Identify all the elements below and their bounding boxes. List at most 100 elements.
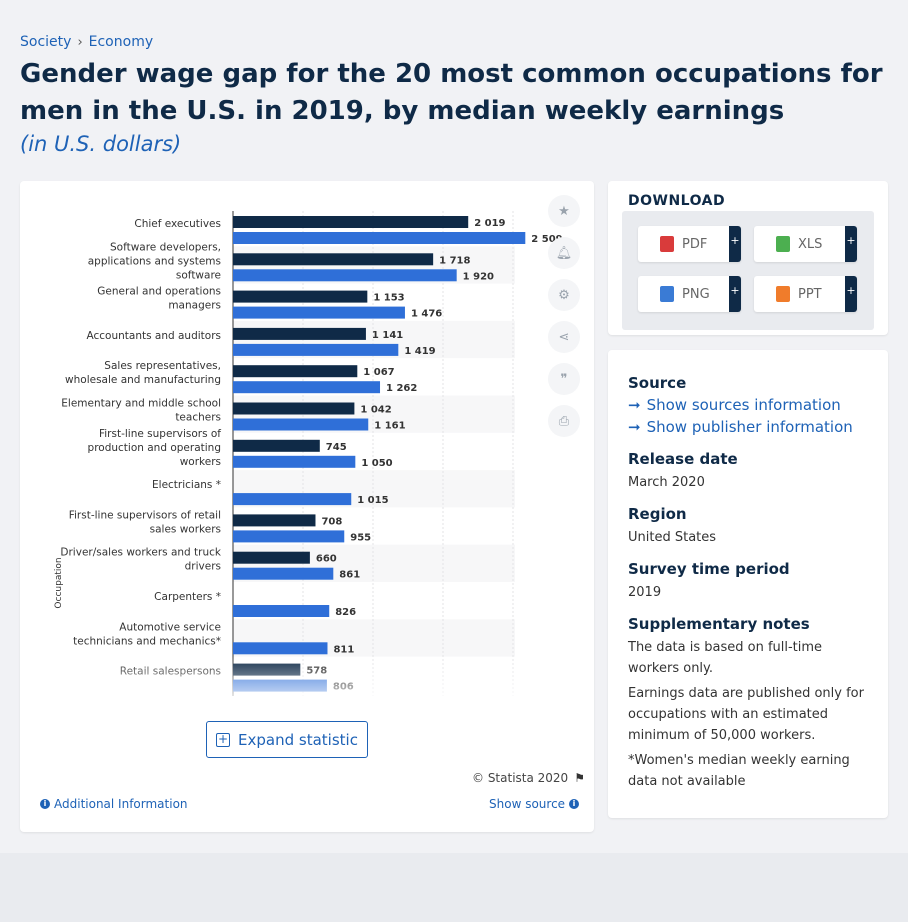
bar-men: [233, 493, 352, 506]
arrow-right-icon: ➞: [628, 396, 641, 414]
data-label: 2 509: [531, 234, 562, 245]
png-plus-icon: +: [729, 276, 741, 312]
category-label: wholesale and manufacturing: [65, 374, 221, 386]
bar-women: [233, 365, 358, 378]
note-2: Earnings data are published only for occ…: [628, 686, 864, 743]
category-label: sales workers: [150, 523, 221, 535]
category-label: applications and systems: [88, 255, 221, 267]
show-sources-link[interactable]: ➞ Show sources information: [628, 396, 868, 414]
page-title: Gender wage gap for the 20 most common o…: [20, 59, 883, 126]
download-ppt-label: PPT: [798, 286, 822, 302]
download-options: PDF + XLS + PNG + PPT +: [622, 211, 874, 330]
note-3: *Women's median weekly earning data not …: [628, 753, 850, 789]
bar-men: [233, 530, 345, 543]
show-sources-label: Show sources information: [646, 396, 841, 414]
category-label: Automotive service: [119, 621, 221, 633]
expand-statistic-button[interactable]: + Expand statistic: [206, 721, 368, 758]
arrow-right-icon: ➞: [628, 418, 641, 436]
category-label: Sales representatives,: [104, 360, 221, 372]
bar-women: [233, 290, 368, 303]
category-label: Electricians *: [152, 479, 221, 491]
bar-women: [233, 216, 469, 228]
expand-statistic-label: Expand statistic: [238, 730, 358, 749]
data-label: 1 476: [411, 309, 442, 320]
show-publisher-link[interactable]: ➞ Show publisher information: [628, 418, 868, 436]
bar-men: [233, 343, 399, 356]
category-label: technicians and mechanics*: [73, 635, 221, 647]
favorite-star-icon[interactable]: ★: [548, 195, 580, 227]
data-label: 1 262: [386, 383, 417, 394]
category-label: Driver/sales workers and truck: [60, 547, 222, 559]
chart-card: Occupation Chief executives 2 019 2 509 Soft…: [20, 181, 594, 832]
bar-men: [233, 455, 356, 468]
flag-icon[interactable]: ⚑: [574, 771, 585, 785]
bar-men: [233, 418, 369, 431]
ppt-file-icon: [776, 286, 790, 302]
bar-men: [233, 306, 405, 319]
copyright-text: © Statista 2020: [472, 771, 569, 785]
data-label: 955: [350, 532, 371, 543]
data-label: 1 067: [363, 367, 394, 378]
chart-tools: ★ 🔔︎ ⚙ ⋖ ❞ ⎙: [548, 195, 580, 447]
data-label: 2 019: [474, 218, 505, 229]
info-icon: i: [40, 799, 50, 809]
category-label: software: [176, 269, 221, 281]
data-label: 1 042: [360, 405, 391, 416]
category-label: Accountants and auditors: [86, 330, 221, 342]
data-label: 861: [339, 570, 360, 581]
breadcrumb-separator: ›: [77, 34, 83, 50]
footer-band: [0, 853, 908, 922]
info-card: Source ➞ Show sources information ➞ Show…: [608, 350, 888, 818]
category-label: Elementary and middle school: [61, 398, 221, 410]
xls-plus-icon: +: [845, 226, 857, 262]
show-source-link[interactable]: Show source i: [489, 797, 580, 811]
region-heading: Region: [628, 505, 687, 523]
page-subtitle: (in U.S. dollars): [20, 132, 182, 156]
download-pdf-button[interactable]: PDF +: [638, 226, 741, 262]
release-value: March 2020: [628, 475, 705, 490]
notes-heading: Supplementary notes: [628, 615, 810, 633]
download-xls-button[interactable]: XLS +: [754, 226, 857, 262]
bar-women: [233, 402, 355, 415]
region-value: United States: [628, 530, 717, 545]
bar-women: [233, 551, 310, 564]
category-label: drivers: [185, 561, 221, 573]
xls-file-icon: [776, 236, 790, 252]
download-ppt-button[interactable]: PPT +: [754, 276, 857, 312]
breadcrumb-society[interactable]: Society: [20, 34, 72, 50]
category-label: General and operations: [97, 286, 221, 298]
info-icon: i: [569, 799, 580, 809]
notification-bell-icon[interactable]: 🔔︎: [548, 237, 580, 269]
breadcrumb-economy[interactable]: Economy: [88, 34, 154, 50]
data-label: 745: [326, 442, 347, 453]
bar-chart: Occupation Chief executives 2 019 2 509 Soft…: [20, 211, 594, 711]
data-label: 1 015: [357, 495, 388, 506]
category-label: First-line supervisors of: [99, 428, 221, 440]
settings-gear-icon[interactable]: ⚙: [548, 279, 580, 311]
download-png-label: PNG: [682, 286, 710, 302]
additional-information-link[interactable]: i Additional Information: [40, 797, 188, 811]
citation-quote-icon[interactable]: ❞: [548, 363, 580, 395]
data-label: 826: [335, 607, 356, 618]
data-label: 1 141: [372, 330, 403, 341]
chart-fade: [20, 656, 594, 711]
breadcrumb: Society › Economy: [20, 34, 153, 50]
download-png-button[interactable]: PNG +: [638, 276, 741, 312]
release-heading: Release date: [628, 450, 738, 468]
download-xls-label: XLS: [798, 236, 823, 252]
bar-women: [233, 253, 434, 266]
bar-men: [233, 605, 330, 617]
category-label: Software developers,: [110, 241, 221, 253]
y-axis-title: Occupation: [54, 557, 64, 608]
bar-men: [233, 381, 381, 394]
pdf-plus-icon: +: [729, 226, 741, 262]
share-icon[interactable]: ⋖: [548, 321, 580, 353]
bar-men: [233, 642, 328, 655]
bar-men: [233, 567, 334, 580]
print-icon[interactable]: ⎙: [548, 405, 580, 437]
bar-women: [233, 514, 316, 527]
data-label: 811: [333, 644, 354, 655]
download-card: DOWNLOAD PDF + XLS + PNG + PPT +: [608, 181, 888, 335]
data-label: 1 153: [373, 293, 404, 304]
pdf-file-icon: [660, 236, 674, 252]
